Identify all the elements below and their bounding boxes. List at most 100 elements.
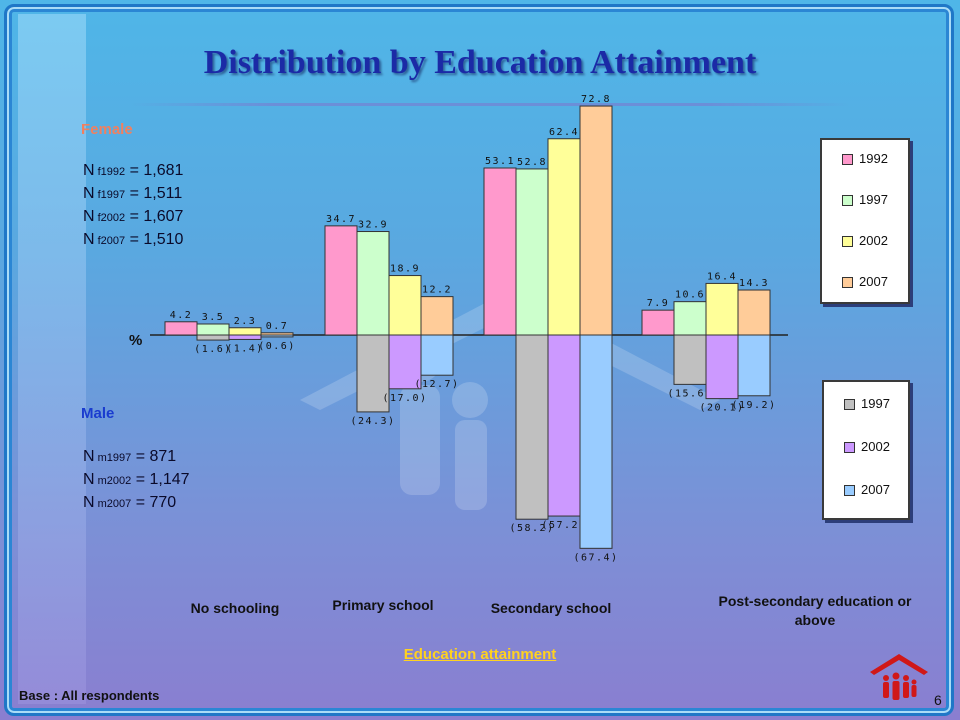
category-label-post-secondary: Post-secondary education or above — [718, 593, 912, 628]
legend-swatch — [842, 236, 853, 247]
x-axis-title: Education attainment — [403, 646, 557, 663]
bar-male-2007-0 — [260, 334, 294, 338]
n-symbol: N — [83, 494, 95, 511]
page-number: 6 — [934, 692, 942, 708]
bar-female-2007-1 — [420, 296, 454, 336]
bar-female-1997-0 — [196, 323, 230, 336]
legend-label: 1992 — [859, 151, 888, 166]
data-label-female: 72.8 — [581, 94, 611, 105]
female-n-row: N f2007 = 1,510 — [83, 229, 183, 252]
bar-female-2002-1 — [388, 275, 422, 336]
n-subscript: f2007 — [94, 235, 126, 247]
bar-female-2002-0 — [228, 327, 262, 336]
bar-female-1997-3 — [673, 301, 707, 336]
bar-male-2002-2 — [547, 334, 581, 517]
legend-swatch — [844, 399, 855, 410]
data-label-female: 7.9 — [647, 298, 670, 309]
data-label-male: (1.6) — [194, 344, 232, 355]
bar-male-2007-2 — [579, 334, 613, 549]
n-subscript: f1992 — [94, 166, 126, 178]
bar-male-2007-3 — [737, 334, 771, 397]
legend-female: 1992 1997 2002 2007 — [820, 138, 910, 304]
male-n-list: N m1997 = 871 N m2002 = 1,147 N m2007 = 77… — [83, 446, 190, 515]
female-n-row: N f2002 = 1,607 — [83, 206, 183, 229]
bar-female-1997-1 — [356, 231, 390, 336]
category-label-primary: Primary school — [332, 597, 434, 613]
bar-male-2002-1 — [388, 334, 422, 390]
data-label-male: (67.4) — [573, 552, 618, 563]
bar-female-1992-1 — [324, 225, 358, 336]
legend-label: 2007 — [861, 482, 890, 497]
data-label-female: 53.1 — [485, 156, 515, 167]
female-label: Female — [81, 121, 133, 138]
male-n-row: N m1997 = 871 — [83, 446, 190, 469]
female-n-list: N f1992 = 1,681 N f1997 = 1,511 N f2002 = … — [83, 160, 183, 252]
data-label-female: 52.8 — [517, 157, 547, 168]
bar-female-1992-2 — [483, 167, 517, 336]
data-label-male: (24.3) — [350, 416, 395, 427]
base-note: Base : All respondents — [19, 688, 160, 703]
bar-male-2002-0 — [228, 334, 262, 340]
n-value: = 1,607 — [125, 208, 184, 225]
percent-unit-label: % — [129, 332, 143, 349]
bar-male-1997-0 — [196, 334, 230, 341]
n-symbol: N — [83, 471, 95, 488]
category-label-secondary: Secondary school — [490, 600, 612, 616]
data-label-female: 34.7 — [326, 214, 356, 225]
n-value: = 1,511 — [125, 185, 183, 202]
n-symbol: N — [83, 231, 95, 248]
n-subscript: m1997 — [94, 452, 132, 464]
bar-male-2007-1 — [420, 334, 454, 376]
bar-male-1997-2 — [515, 334, 549, 520]
legend-swatch — [844, 485, 855, 496]
n-subscript: m2002 — [94, 475, 132, 487]
n-symbol: N — [83, 208, 95, 225]
data-label-female: 14.3 — [739, 278, 769, 289]
bar-male-2002-3 — [705, 334, 739, 400]
bar-male-1997-1 — [356, 334, 390, 413]
bar-female-2002-2 — [547, 138, 581, 336]
bar-female-1992-0 — [164, 321, 198, 336]
n-symbol: N — [83, 448, 95, 465]
data-label-male: (57.2) — [541, 520, 586, 531]
bar-female-2002-3 — [705, 282, 739, 336]
n-symbol: N — [83, 185, 95, 202]
legend-swatch — [842, 154, 853, 165]
n-value: = 1,147 — [131, 471, 190, 488]
data-label-female: 62.4 — [549, 127, 579, 138]
legend-label: 2002 — [861, 439, 890, 454]
female-n-row: N f1997 = 1,511 — [83, 183, 183, 206]
data-label-female: 32.9 — [358, 220, 388, 231]
data-label-male: (19.2) — [731, 400, 776, 411]
legend-male: 1997 2002 2007 — [822, 380, 910, 520]
data-label-male: (58.2) — [509, 523, 554, 534]
legend-label: 1997 — [859, 192, 888, 207]
family-house-logo-icon — [870, 654, 928, 700]
legend-swatch — [842, 277, 853, 288]
data-label-male: (20.1) — [699, 403, 744, 414]
data-label-female: 18.9 — [390, 264, 420, 275]
page-title: Distribution by Education Attainment — [203, 44, 757, 81]
data-label-male: (0.6) — [258, 341, 296, 352]
title-underline — [130, 103, 850, 106]
female-n-row: N f1992 = 1,681 — [83, 160, 183, 183]
data-label-male: (1.4) — [226, 343, 264, 354]
slide-frame — [4, 4, 954, 716]
data-label-female: 16.4 — [707, 271, 737, 282]
bar-female-1997-2 — [515, 168, 549, 336]
bar-female-2007-3 — [737, 289, 771, 336]
data-label-female: 0.7 — [266, 321, 289, 332]
n-subscript: m2007 — [94, 498, 132, 510]
n-value: = 1,681 — [125, 162, 184, 179]
male-n-row: N m2007 = 770 — [83, 492, 190, 515]
n-value: = 871 — [131, 448, 177, 465]
data-label-female: 2.3 — [234, 316, 257, 327]
bar-male-1997-3 — [673, 334, 707, 385]
bar-female-2007-2 — [579, 105, 613, 336]
data-label-male: (15.6) — [667, 388, 712, 399]
legend-label: 2002 — [859, 233, 888, 248]
data-label-male: (17.0) — [382, 393, 427, 404]
legend-swatch — [842, 195, 853, 206]
n-subscript: f2002 — [94, 212, 126, 224]
